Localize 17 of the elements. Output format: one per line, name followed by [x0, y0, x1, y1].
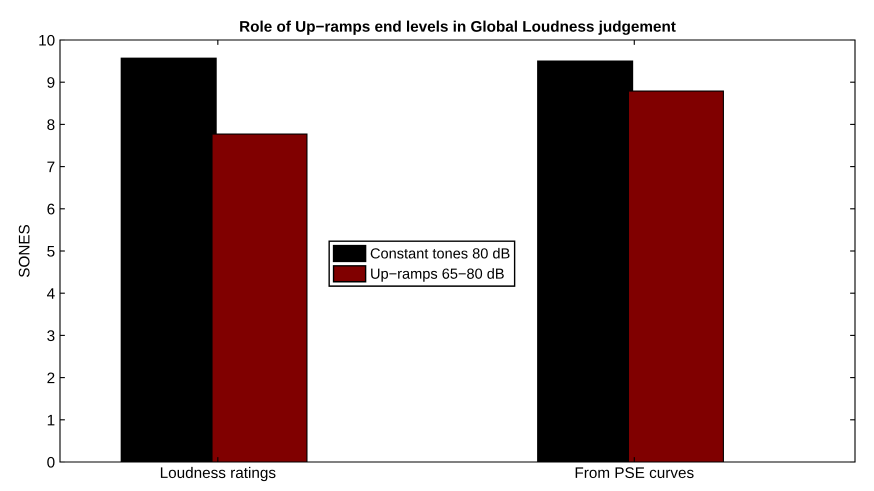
y-tick-label: 7	[47, 162, 54, 172]
y-tick-label: 2	[47, 372, 54, 384]
x-tick-label: From PSE curves	[576, 467, 694, 478]
y-tick-label: 3	[47, 330, 54, 342]
y-tick-label: 6	[47, 204, 54, 214]
y-tick-label: 9	[47, 77, 54, 88]
y-tick-label: 10	[39, 34, 55, 46]
y-tick-label: 1	[48, 414, 54, 426]
y-tick-label: 0	[47, 456, 55, 468]
legend-label: Constant tones 80 dB	[370, 248, 510, 259]
y-axis-title: SONES	[18, 224, 30, 278]
chart-title: Role of Up−ramps end levels in Global Loudness judgement	[240, 20, 676, 35]
y-tick-label: 4	[46, 288, 55, 299]
legend-label: Up−ramps 65−80 dB	[371, 268, 504, 282]
x-tick-label: Loudness ratings	[160, 466, 276, 482]
y-tick-label: 5	[47, 246, 54, 257]
y-tick-label: 8	[47, 119, 54, 130]
